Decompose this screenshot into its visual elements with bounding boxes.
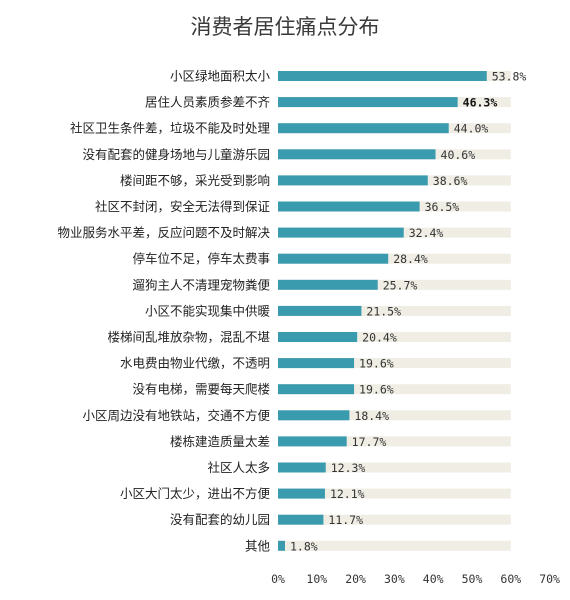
value-label: 11.7% <box>328 513 363 527</box>
bar-track <box>278 253 511 264</box>
x-tick-label: 70% <box>539 572 560 586</box>
x-tick-label: 10% <box>306 572 327 586</box>
category-labels: 小区绿地面积太小居住人员素质参差不齐社区卫生条件差，垃圾不能及时处理没有配套的健… <box>57 69 270 554</box>
bar <box>278 71 487 81</box>
value-label: 19.6% <box>359 357 394 371</box>
value-labels: 53.8% 46.3% 44.0% 40.6% 38.6% 36.5% 32.4% 28.4%… <box>290 70 526 554</box>
value-label: 53.8% <box>492 70 527 84</box>
x-tick-label: 50% <box>462 572 483 586</box>
value-label: 19.6% <box>359 383 394 397</box>
bar <box>278 201 420 212</box>
bar <box>278 175 428 186</box>
category-label: 没有配套的幼儿园 <box>170 512 270 527</box>
bar <box>278 332 358 342</box>
bar-track <box>278 488 511 499</box>
category-label: 没有电梯，需要每天爬楼 <box>132 382 270 397</box>
bar-track <box>278 436 511 447</box>
bar-track <box>278 279 511 290</box>
bar <box>278 384 355 395</box>
bar-track <box>278 462 511 473</box>
category-label: 小区绿地面积太小 <box>170 69 271 84</box>
bar-track <box>278 305 511 316</box>
bar <box>278 149 436 160</box>
category-label: 社区人太多 <box>207 460 270 475</box>
bar-track <box>278 540 511 551</box>
bar <box>278 253 389 264</box>
bar-track <box>278 358 511 369</box>
value-label: 12.1% <box>330 487 365 501</box>
category-label: 其他 <box>245 538 271 553</box>
bar <box>278 305 362 316</box>
bar-track <box>278 384 511 395</box>
bar <box>278 279 378 290</box>
x-tick-label: 40% <box>423 572 444 586</box>
bar <box>278 97 458 108</box>
category-label: 物业服务水平差，反应问题不及时解决 <box>57 225 270 240</box>
bar <box>278 514 324 525</box>
bars <box>278 71 487 551</box>
bar-track <box>278 514 511 525</box>
category-label: 没有配套的健身场地与儿童游乐园 <box>82 147 270 162</box>
category-label: 居住人员素质参差不齐 <box>145 95 271 110</box>
bar <box>278 227 404 238</box>
value-label: 44.0% <box>454 122 489 136</box>
category-label: 楼栋建造质量太差 <box>170 434 270 449</box>
x-tick-label: 0% <box>271 572 285 586</box>
category-label: 楼梯间乱堆放杂物，混乱不堪 <box>107 330 270 345</box>
value-label: 17.7% <box>352 435 387 449</box>
x-tick-label: 60% <box>500 572 521 586</box>
category-label: 社区不封闭，安全无法得到保证 <box>95 199 271 214</box>
bar-track <box>278 332 511 342</box>
bar <box>278 436 347 447</box>
value-label: 32.4% <box>409 226 444 240</box>
chart-title: 消费者居住痛点分布 <box>191 15 380 39</box>
bar <box>278 410 350 421</box>
category-label: 小区不能实现集中供暖 <box>145 303 271 318</box>
bar <box>278 123 449 134</box>
category-label: 遛狗主人不清理宠物粪便 <box>132 277 270 292</box>
category-label: 小区周边没有地铁站，交通不方便 <box>82 408 270 423</box>
value-label: 20.4% <box>362 331 397 345</box>
value-label: 1.8% <box>290 539 318 553</box>
bar <box>278 462 326 473</box>
value-label: 28.4% <box>393 252 428 266</box>
category-label: 社区卫生条件差，垃圾不能及时处理 <box>70 121 271 136</box>
value-label: 12.3% <box>331 461 366 475</box>
value-label: 40.6% <box>441 148 476 162</box>
bar <box>278 358 355 369</box>
value-label: 38.6% <box>433 174 468 188</box>
x-tick-label: 30% <box>384 572 405 586</box>
value-label: 25.7% <box>383 278 418 292</box>
category-label: 停车位不足，停车太费事 <box>132 251 270 266</box>
x-axis-ticks: 0% 10% 20% 30% 40% 50% 60% 70% <box>271 572 560 586</box>
x-tick-label: 20% <box>345 572 366 586</box>
category-label: 楼间距不够，采光受到影响 <box>120 173 270 188</box>
value-label: 18.4% <box>354 409 389 423</box>
category-label: 水电费由物业代缴，不透明 <box>120 356 270 371</box>
value-label: 36.5% <box>425 200 460 214</box>
value-label: 46.3% <box>463 96 498 110</box>
bar <box>278 488 325 499</box>
category-label: 小区大门太少，进出不方便 <box>120 486 271 501</box>
bar <box>278 540 285 551</box>
bar-track <box>278 410 511 421</box>
value-label: 21.5% <box>366 304 401 318</box>
